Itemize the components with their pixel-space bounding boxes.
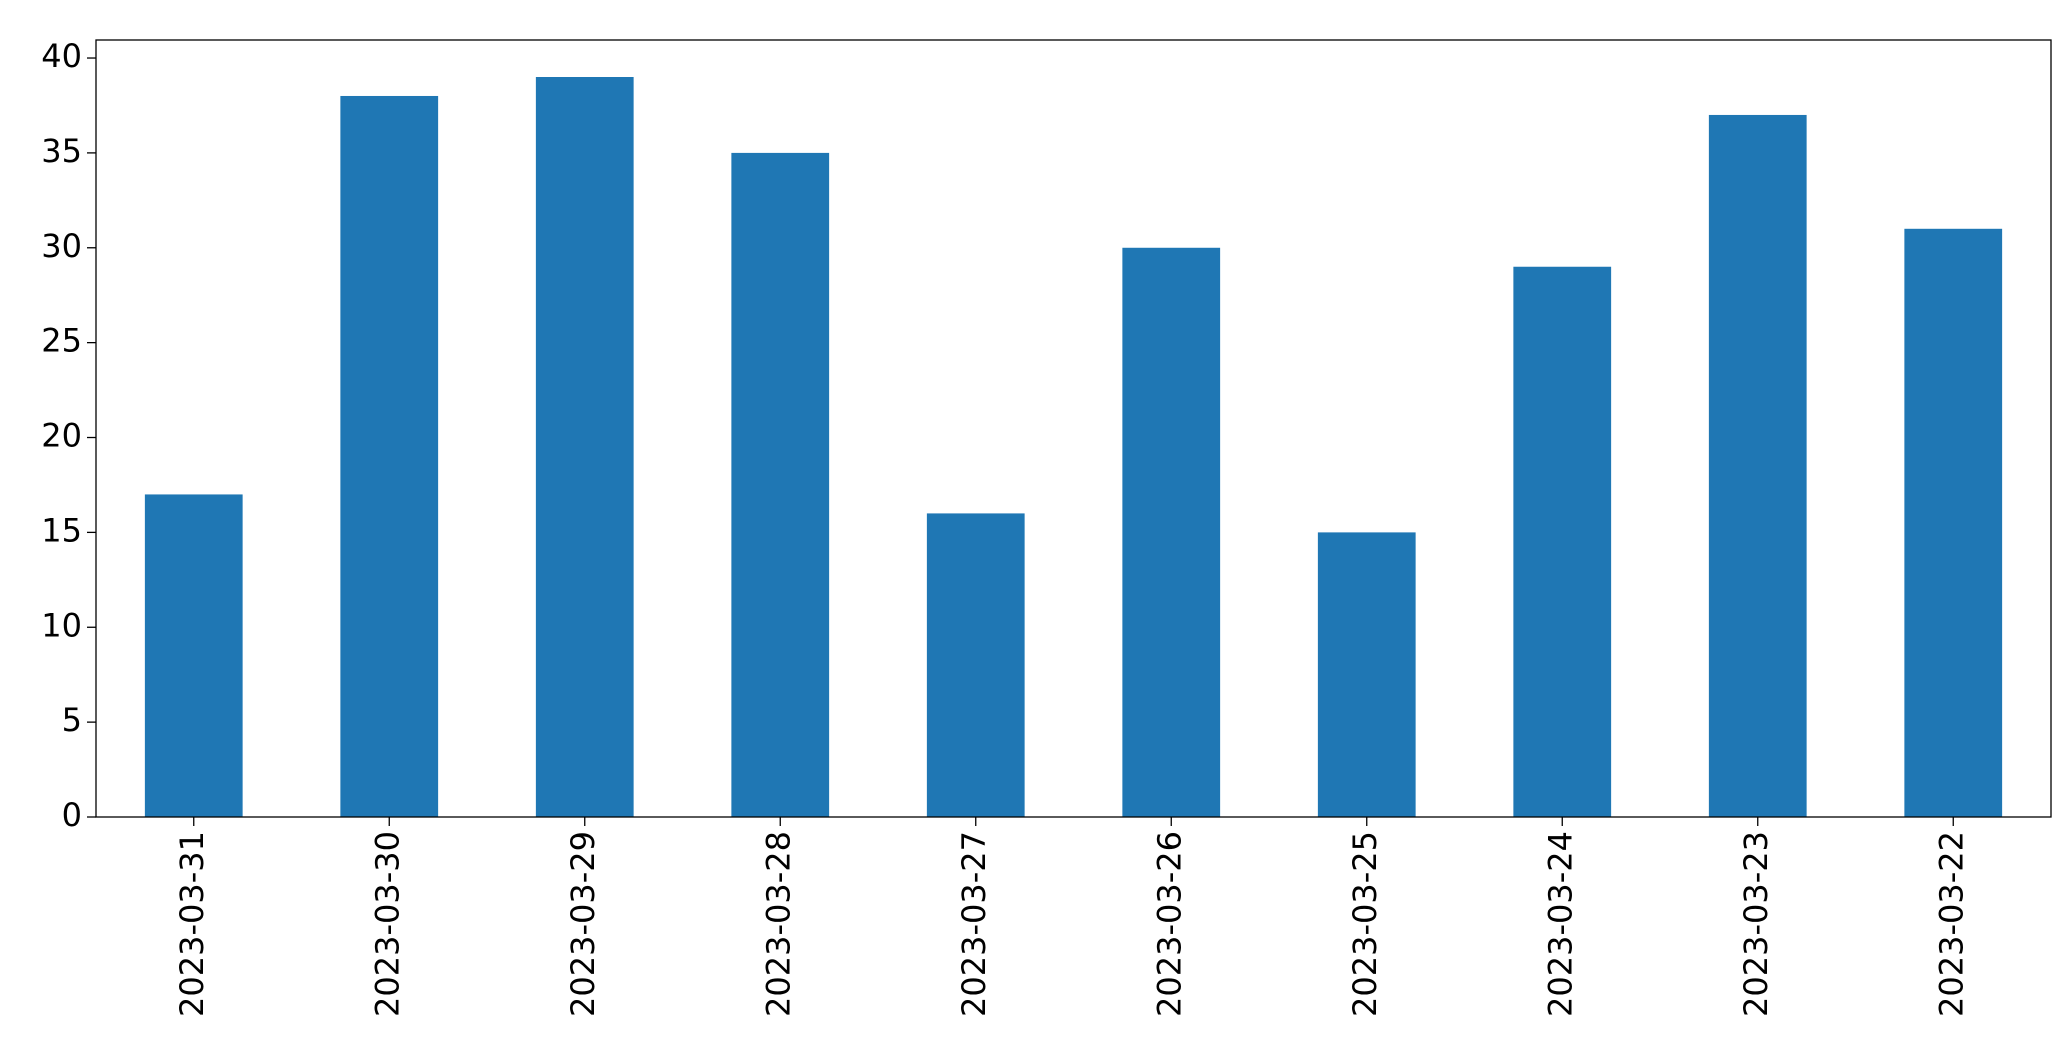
bar — [1122, 247, 1221, 817]
plot-frame — [95, 39, 2052, 818]
y-tick-label: 5 — [62, 701, 82, 739]
y-tick-label: 25 — [41, 322, 82, 360]
x-tick-label: 2023-03-29 — [564, 831, 602, 1017]
y-tick-label: 20 — [41, 417, 82, 455]
x-tick-label: 2023-03-28 — [759, 831, 797, 1017]
bar — [535, 77, 634, 817]
y-tick-label: 30 — [41, 227, 82, 265]
x-tick-label: 2023-03-30 — [368, 831, 406, 1017]
x-tick-label: 2023-03-24 — [1541, 831, 1579, 1017]
y-tick-label: 0 — [62, 796, 82, 834]
y-tick-label: 35 — [41, 132, 82, 170]
bar — [1317, 532, 1416, 817]
y-tick-label: 15 — [41, 511, 82, 549]
x-tick-label: 2023-03-23 — [1737, 831, 1775, 1017]
bar — [1904, 228, 2003, 818]
bar — [926, 513, 1025, 817]
x-tick-label: 2023-03-31 — [173, 831, 211, 1017]
y-tick-label: 10 — [41, 606, 82, 644]
bar — [1708, 114, 1807, 817]
x-tick-label: 2023-03-25 — [1346, 831, 1384, 1017]
x-tick-label: 2023-03-27 — [955, 831, 993, 1017]
bar — [144, 494, 243, 817]
y-tick-label: 40 — [41, 37, 82, 75]
bar — [340, 95, 439, 817]
x-tick-label: 2023-03-22 — [1932, 831, 1970, 1017]
x-tick-label: 2023-03-26 — [1150, 831, 1188, 1017]
bar — [731, 152, 830, 817]
bar — [1513, 266, 1612, 817]
